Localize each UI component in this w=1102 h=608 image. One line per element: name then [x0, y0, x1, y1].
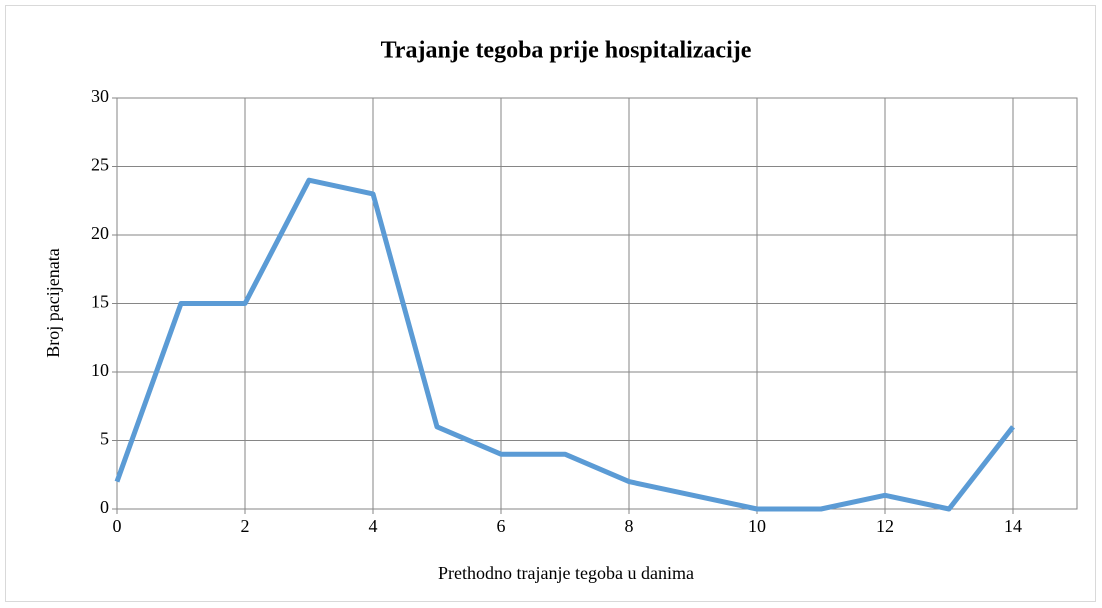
x-tick-label: 10 — [748, 516, 766, 536]
y-tick-label: 20 — [91, 223, 109, 243]
x-tick-label: 14 — [1004, 516, 1022, 536]
x-tick-label: 0 — [113, 516, 122, 536]
y-tick-label: 5 — [100, 429, 109, 449]
x-tick-label: 6 — [497, 516, 506, 536]
y-tick-label: 25 — [91, 155, 109, 175]
y-axis-label: Broj pacijenata — [43, 248, 63, 357]
y-tick-label: 30 — [91, 86, 109, 106]
x-tick-label: 4 — [369, 516, 378, 536]
x-axis-label: Prethodno trajanje tegoba u danima — [438, 563, 694, 583]
y-tick-label: 0 — [100, 497, 109, 517]
x-tick-label: 12 — [876, 516, 894, 536]
data-line — [114, 177, 1015, 512]
x-tick-label: 8 — [625, 516, 634, 536]
x-tick-label: 2 — [241, 516, 250, 536]
y-tick-label: 15 — [91, 292, 109, 312]
chart-title: Trajanje tegoba prije hospitalizacije — [381, 38, 752, 64]
y-tick-label: 10 — [91, 360, 109, 380]
